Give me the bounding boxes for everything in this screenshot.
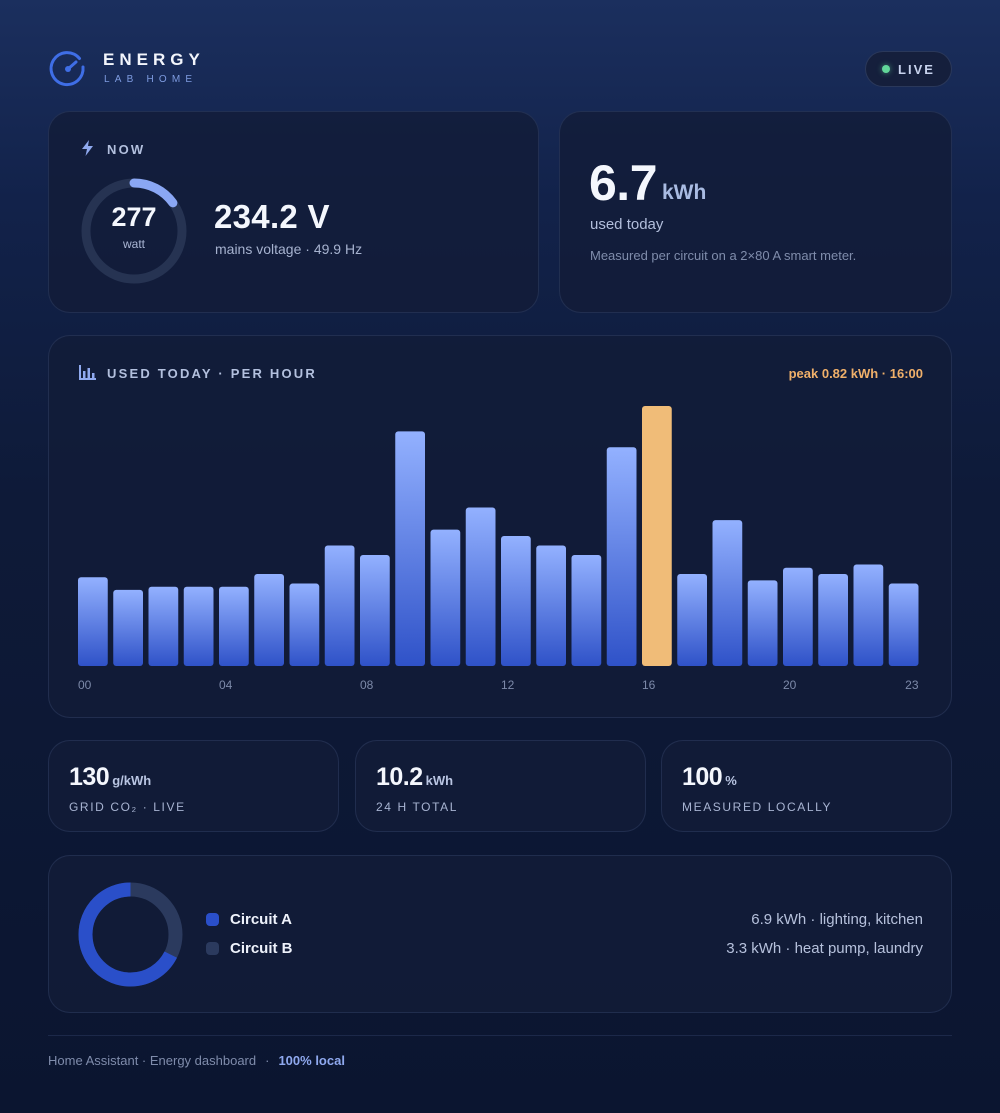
circuit-b-detail: 3.3 kWh · heat pump, laundry xyxy=(726,940,923,957)
stat-card-co2: 130 g/kWh GRID CO₂ · LIVE xyxy=(48,740,339,832)
bar-hour-01[interactable] xyxy=(113,589,143,666)
bar-hour-12[interactable] xyxy=(501,536,531,666)
footer-divider xyxy=(48,1035,952,1036)
footer-local-link[interactable]: 100% local xyxy=(278,1053,345,1068)
app-title: ENERGY xyxy=(103,50,205,69)
circuit-a-name: Circuit A xyxy=(230,911,292,928)
bar-chart-icon xyxy=(79,365,96,380)
stat-total-value: 10.2 xyxy=(376,763,423,791)
now-card: NOW 277 watt 234.2 V mains voltage · 49.… xyxy=(48,111,539,313)
chart-title: USED TODAY · PER HOUR xyxy=(107,366,317,381)
today-energy-unit: kWh xyxy=(662,181,707,204)
circuit-donut-chart xyxy=(78,882,183,987)
legend-circuit-b: Circuit B xyxy=(206,940,293,957)
footer-text: Home Assistant · Energy dashboard xyxy=(48,1053,257,1068)
stat-total-unit: kWh xyxy=(425,773,454,788)
stat-local-unit: % xyxy=(725,773,737,788)
footer: Home Assistant · Energy dashboard · 100% l… xyxy=(48,1053,345,1068)
hourly-bar-chart: 00 04 08 12 16 20 23 xyxy=(78,406,919,692)
bar-hour-16[interactable] xyxy=(642,406,672,666)
bar-hour-06[interactable] xyxy=(289,583,320,666)
bar-hour-20[interactable] xyxy=(783,567,813,666)
bar-hour-09[interactable] xyxy=(395,431,425,666)
today-card: 6.7 kWh used today Measured per circuit … xyxy=(559,111,952,313)
today-caption: used today xyxy=(590,216,664,233)
app-subtitle: LAB HOME xyxy=(104,74,198,85)
stat-total-number: 10.2 kWh xyxy=(376,763,453,792)
circuit-a-detail: 6.9 kWh · lighting, kitchen xyxy=(751,911,923,928)
x-tick-label: 20 xyxy=(783,678,797,692)
bar-hour-00[interactable] xyxy=(78,577,108,666)
bar-hour-08[interactable] xyxy=(360,555,390,666)
x-tick-label: 23 xyxy=(905,678,919,692)
power-unit: watt xyxy=(122,237,145,251)
bar-hour-19[interactable] xyxy=(747,580,778,666)
bar-hour-02[interactable] xyxy=(148,586,179,666)
stat-co2-value: 130 xyxy=(69,763,110,791)
stat-card-total: 10.2 kWh 24 H TOTAL xyxy=(355,740,646,832)
legend-circuit-a: Circuit A xyxy=(206,911,292,928)
hourly-chart-card: USED TODAY · PER HOUR peak 0.82 kWh · 16… xyxy=(48,335,952,718)
bar-hour-03[interactable] xyxy=(183,586,214,666)
live-status-label: LIVE xyxy=(898,61,935,77)
lightning-icon xyxy=(82,140,93,156)
bar-hour-10[interactable] xyxy=(430,529,461,666)
x-tick-label: 08 xyxy=(360,678,374,692)
x-tick-label: 16 xyxy=(642,678,656,692)
now-label: NOW xyxy=(107,142,146,157)
bar-hour-07[interactable] xyxy=(324,545,355,666)
x-tick-label: 00 xyxy=(78,678,92,692)
power-value: 277 xyxy=(111,202,157,232)
circuit-a-swatch xyxy=(206,913,219,926)
stat-card-local: 100% MEASURED LOCALLY xyxy=(661,740,952,832)
bar-hour-17[interactable] xyxy=(677,574,707,666)
circuit-b-name: Circuit B xyxy=(230,940,293,957)
bar-hour-22[interactable] xyxy=(853,564,884,666)
voltage-value: 234.2 V xyxy=(214,198,330,235)
donut-segment-circuit-a xyxy=(78,882,183,987)
footer-separator: · xyxy=(265,1053,270,1068)
live-dot-icon xyxy=(882,65,891,73)
bar-hour-21[interactable] xyxy=(818,574,848,666)
bar-hour-14[interactable] xyxy=(571,555,602,666)
bar-hour-23[interactable] xyxy=(888,583,919,666)
today-energy-value: 6.7 xyxy=(589,155,658,211)
bar-hour-05[interactable] xyxy=(254,574,284,666)
circuit-b-swatch xyxy=(206,942,219,955)
power-gauge: 277 watt xyxy=(79,176,189,286)
stat-co2-number: 130 g/kWh xyxy=(69,763,151,792)
stat-local-label: MEASURED LOCALLY xyxy=(682,800,833,814)
bar-hour-18[interactable] xyxy=(712,520,743,666)
stat-total-label: 24 H TOTAL xyxy=(376,800,459,814)
meter-note: Measured per circuit on a 2×80 A smart m… xyxy=(590,248,857,263)
stat-co2-unit: g/kWh xyxy=(112,773,152,788)
bar-hour-11[interactable] xyxy=(465,507,496,666)
voltage-subtitle: mains voltage · 49.9 Hz xyxy=(215,241,363,257)
bar-hour-04[interactable] xyxy=(219,586,249,666)
x-tick-label: 12 xyxy=(501,678,515,692)
circuits-card: Circuit A Circuit B 6.9 kWh · lighting, … xyxy=(48,855,952,1013)
peak-label: peak 0.82 kWh · 16:00 xyxy=(788,366,923,381)
stat-local-number: 100% xyxy=(682,763,737,792)
power-gauge-arc xyxy=(81,178,187,284)
stat-co2-label: GRID CO₂ · LIVE xyxy=(69,800,186,814)
x-tick-label: 04 xyxy=(219,678,233,692)
gauge-icon xyxy=(49,51,85,87)
live-status-badge[interactable]: LIVE xyxy=(865,51,952,87)
stat-local-value: 100 xyxy=(682,763,723,791)
bar-hour-13[interactable] xyxy=(536,545,566,666)
bar-hour-15[interactable] xyxy=(606,447,637,666)
